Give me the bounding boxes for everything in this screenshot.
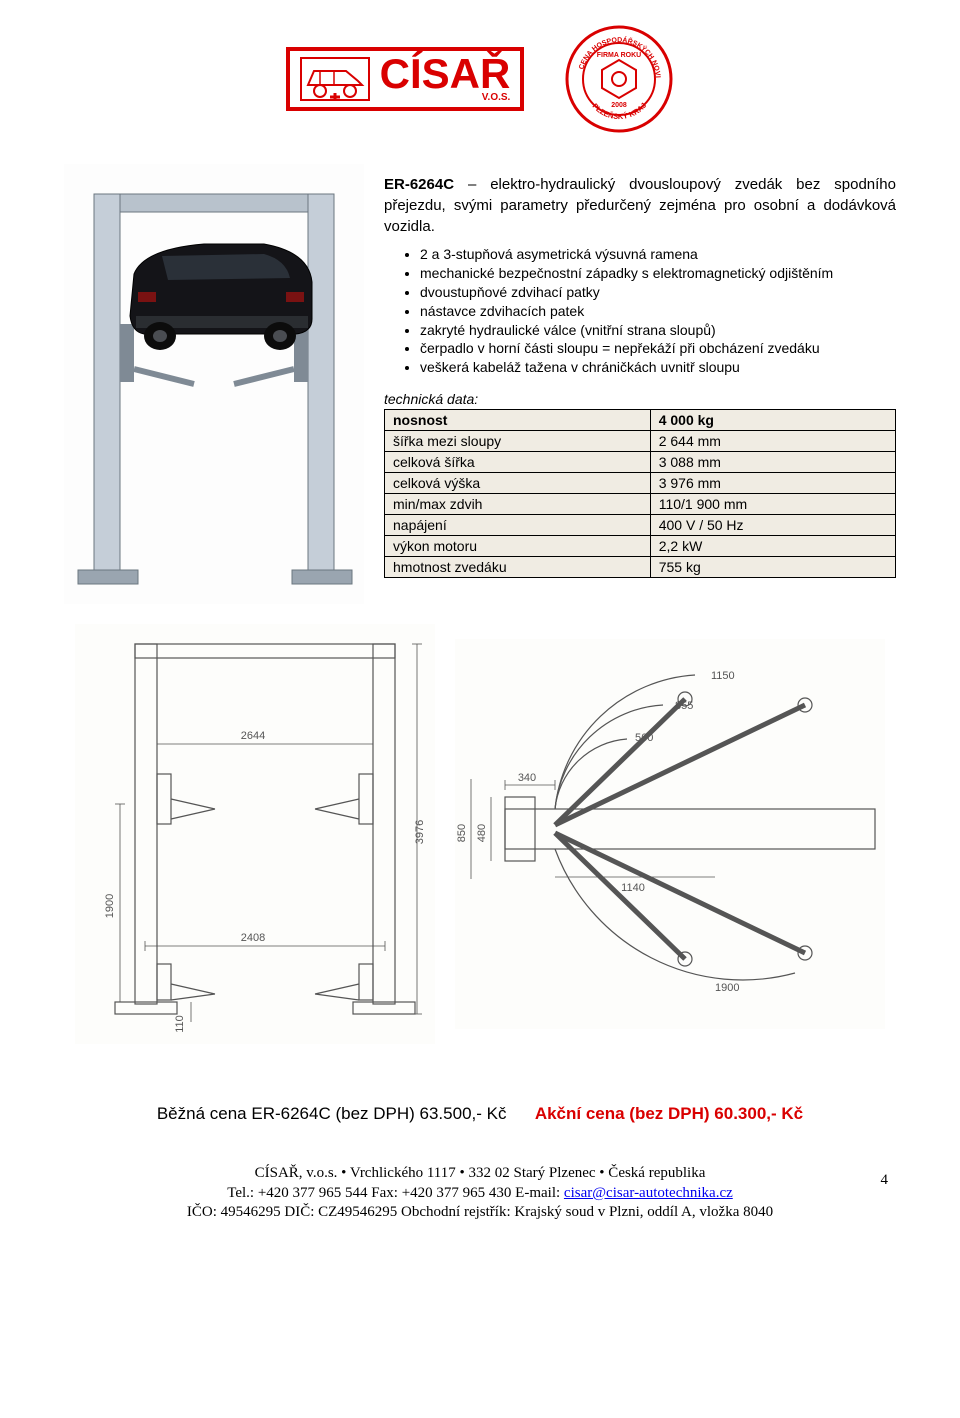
- spec-value: 3 088 mm: [650, 452, 895, 473]
- spec-key: celková výška: [385, 473, 651, 494]
- award-badge: CENA HOSPODÁŘSKÝCH NOVIN PLZEŇSKÝ KRAJ F…: [564, 24, 674, 134]
- dim-offset: 340: [518, 772, 536, 784]
- front-elevation-diagram: 2644 2408 3976: [75, 624, 435, 1044]
- product-title: ER-6264C – elektro-hydraulický dvousloup…: [384, 174, 896, 237]
- brand-logo: CÍSAŘ V.O.S.: [286, 47, 525, 112]
- table-row: výkon motoru2,2 kW: [385, 536, 896, 557]
- dim-between: 2644: [241, 730, 265, 742]
- spec-value: 2,2 kW: [650, 536, 895, 557]
- specs-table: nosnost4 000 kgšířka mezi sloupy2 644 mm…: [384, 409, 896, 578]
- spec-value: 4 000 kg: [650, 410, 895, 431]
- feature-item: čerpadlo v horní části sloupu = nepřekáž…: [420, 339, 896, 358]
- action-price: Akční cena (bez DPH) 60.300,- Kč: [535, 1104, 803, 1123]
- table-row: hmotnost zvedáku755 kg: [385, 557, 896, 578]
- dim-depth2: 850: [456, 824, 468, 842]
- footer-line-3: IČO: 49546295 DIČ: CZ49546295 Obchodní r…: [64, 1203, 896, 1223]
- feature-item: zakryté hydraulické válce (vnitřní stran…: [420, 321, 896, 340]
- page-footer: CÍSAŘ, v.o.s. • Vrchlického 1117 • 332 0…: [64, 1164, 896, 1223]
- dim-h-total: 3976: [414, 820, 426, 844]
- tech-diagrams: 2644 2408 3976: [64, 624, 896, 1044]
- dim-arc2: 855: [675, 700, 693, 712]
- table-row: celková šířka3 088 mm: [385, 452, 896, 473]
- logo-text: CÍSAŘ: [380, 55, 511, 93]
- table-row: nosnost4 000 kg: [385, 410, 896, 431]
- tech-data-label: technická data:: [384, 391, 896, 407]
- spec-key: celková šířka: [385, 452, 651, 473]
- price-line: Běžná cena ER-6264C (bez DPH) 63.500,- K…: [64, 1104, 896, 1124]
- feature-item: veškerá kabeláž tažena v chráničkách uvn…: [420, 358, 896, 377]
- feature-item: 2 a 3-stupňová asymetrická výsuvná ramen…: [420, 245, 896, 264]
- spec-value: 755 kg: [650, 557, 895, 578]
- spec-key: min/max zdvih: [385, 494, 651, 515]
- dim-arc3: 560: [635, 732, 653, 744]
- model-code: ER-6264C: [384, 176, 454, 193]
- product-desc: – elektro-hydraulický dvousloupový zvedá…: [384, 176, 896, 235]
- spec-value: 2 644 mm: [650, 431, 895, 452]
- feature-item: dvoustupňové zdvihací patky: [420, 283, 896, 302]
- table-row: celková výška3 976 mm: [385, 473, 896, 494]
- top-plan-diagram: 1150 855 560 340 480 850: [455, 639, 885, 1029]
- features-list: 2 a 3-stupňová asymetrická výsuvná ramen…: [384, 245, 896, 377]
- dim-depth: 480: [476, 824, 488, 842]
- feature-item: nástavce zdvihacích patek: [420, 302, 896, 321]
- car-icon: [300, 57, 370, 101]
- table-row: min/max zdvih110/1 900 mm: [385, 494, 896, 515]
- svg-text:FIRMA ROKU: FIRMA ROKU: [597, 52, 641, 59]
- feature-item: mechanické bezpečnostní západky s elektr…: [420, 264, 896, 283]
- footer-email-link[interactable]: cisar@cisar-autotechnika.cz: [564, 1185, 733, 1201]
- dim-h-lift: 1900: [104, 894, 116, 918]
- table-row: napájení400 V / 50 Hz: [385, 515, 896, 536]
- dim-h-min: 110: [174, 1015, 186, 1033]
- spec-key: šířka mezi sloupy: [385, 431, 651, 452]
- spec-key: nosnost: [385, 410, 651, 431]
- spec-key: hmotnost zvedáku: [385, 557, 651, 578]
- footer-line-1: CÍSAŘ, v.o.s. • Vrchlického 1117 • 332 0…: [64, 1164, 896, 1184]
- spec-value: 110/1 900 mm: [650, 494, 895, 515]
- page-number: 4: [881, 1172, 889, 1189]
- page-header: CÍSAŘ V.O.S. CENA HOSPODÁŘSKÝCH NOVIN PL…: [64, 24, 896, 134]
- dim-arc-bottom: 1900: [715, 982, 739, 994]
- normal-price: Běžná cena ER-6264C (bez DPH) 63.500,- K…: [157, 1104, 507, 1123]
- spec-key: výkon motoru: [385, 536, 651, 557]
- dim-arm: 1140: [621, 882, 645, 894]
- dim-arc1: 1150: [711, 670, 735, 682]
- table-row: šířka mezi sloupy2 644 mm: [385, 431, 896, 452]
- product-photo: [64, 164, 364, 604]
- dim-base: 2408: [241, 932, 265, 944]
- spec-key: napájení: [385, 515, 651, 536]
- svg-text:2008: 2008: [612, 102, 628, 109]
- spec-value: 3 976 mm: [650, 473, 895, 494]
- footer-line-2: Tel.: +420 377 965 544 Fax: +420 377 965…: [227, 1185, 564, 1201]
- spec-value: 400 V / 50 Hz: [650, 515, 895, 536]
